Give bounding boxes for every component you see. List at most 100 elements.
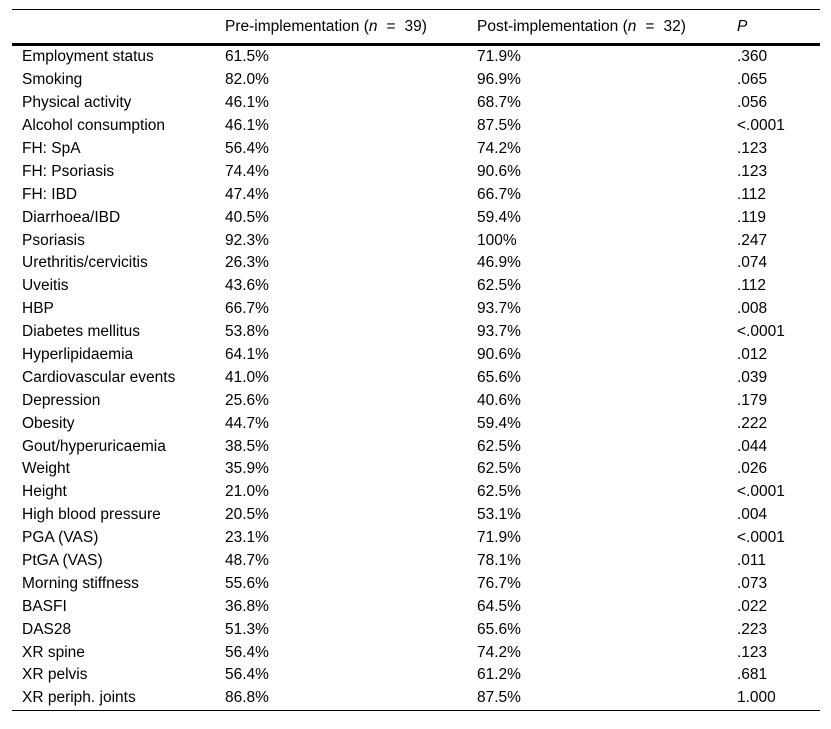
p-value-cell: .123 — [737, 162, 768, 180]
table-row: Obesity 44.7% 59.4% .222 — [12, 412, 820, 435]
pre-value-cell: 92.3% — [225, 231, 269, 249]
row-label-cell: Uveitis — [22, 277, 69, 295]
post-value-cell: 90.6% — [477, 162, 521, 180]
post-value-cell: 62.5% — [477, 483, 521, 501]
row-label-cell: XR periph. joints — [22, 689, 136, 707]
header-row: Pre-implementation (n = 39) Post-implement… — [12, 9, 820, 46]
header-post-count: 32 — [663, 17, 681, 35]
table-row: Alcohol consumption 46.1% 87.5% <.0001 — [12, 115, 820, 138]
table-row: Physical activity 46.1% 68.7% .056 — [12, 92, 820, 115]
pre-value-cell: 20.5% — [225, 506, 269, 524]
table-row: XR spine 56.4% 74.2% .123 — [12, 641, 820, 664]
pre-value-cell: 40.5% — [225, 208, 269, 226]
pre-value-cell: 46.1% — [225, 117, 269, 135]
post-value-cell: 62.5% — [477, 277, 521, 295]
header-post-prefix: Post-implementation ( — [477, 17, 628, 35]
post-value-cell: 74.2% — [477, 643, 521, 661]
post-value-cell: 65.6% — [477, 368, 521, 386]
table-row: Psoriasis 92.3% 100% .247 — [12, 229, 820, 252]
row-label-cell: Alcohol consumption — [22, 117, 166, 135]
post-value-cell: 65.6% — [477, 620, 521, 638]
post-value-cell: 93.7% — [477, 300, 521, 318]
row-label-cell: Physical activity — [22, 94, 132, 112]
paper-table-container: Pre-implementation (n = 39) Post-implement… — [12, 9, 820, 711]
p-value-cell: <.0001 — [737, 323, 785, 341]
p-value-cell: .123 — [737, 643, 768, 661]
p-value-cell: .056 — [737, 94, 768, 112]
table-row: PGA (VAS) 23.1% 71.9% <.0001 — [12, 527, 820, 550]
row-label-cell: Height — [22, 483, 67, 501]
table-row: Uveitis 43.6% 62.5% .112 — [12, 275, 820, 298]
row-label-cell: PtGA (VAS) — [22, 552, 103, 570]
post-value-cell: 62.5% — [477, 437, 521, 455]
row-label-cell: XR spine — [22, 643, 85, 661]
pre-value-cell: 41.0% — [225, 368, 269, 386]
header-pre-equals: = — [386, 17, 396, 35]
row-label-cell: Diabetes mellitus — [22, 323, 141, 341]
p-value-cell: .074 — [737, 254, 768, 272]
post-value-cell: 74.2% — [477, 140, 521, 157]
p-value-cell: .044 — [737, 437, 768, 455]
post-value-cell: 64.5% — [477, 597, 521, 615]
post-value-cell: 61.2% — [477, 666, 521, 684]
pre-value-cell: 23.1% — [225, 529, 269, 547]
p-value-cell: .012 — [737, 346, 768, 364]
row-label-cell: Gout/hyperuricaemia — [22, 437, 166, 455]
pre-value-cell: 61.5% — [225, 48, 269, 66]
pre-value-cell: 38.5% — [225, 437, 269, 455]
pre-value-cell: 66.7% — [225, 300, 269, 318]
post-value-cell: 93.7% — [477, 323, 521, 341]
table-row: Hyperlipidaemia 64.1% 90.6% .012 — [12, 344, 820, 367]
p-value-cell: 1.000 — [737, 689, 776, 707]
row-label-cell: XR pelvis — [22, 666, 88, 684]
post-value-cell: 71.9% — [477, 48, 521, 66]
table-row: XR periph. joints 86.8% 87.5% 1.000 — [12, 687, 820, 710]
pre-value-cell: 56.4% — [225, 643, 269, 661]
column-header-pre: Pre-implementation (n = 39) — [225, 9, 477, 46]
pre-value-cell: 48.7% — [225, 552, 269, 570]
header-pre-count: 39 — [404, 17, 422, 35]
post-value-cell: 78.1% — [477, 552, 521, 570]
p-value-cell: <.0001 — [737, 117, 785, 135]
paper-table: Pre-implementation (n = 39) Post-implement… — [12, 9, 820, 711]
post-value-cell: 71.9% — [477, 529, 521, 547]
row-label-cell: Smoking — [22, 71, 83, 89]
column-header-empty — [12, 9, 225, 46]
post-value-cell: 76.7% — [477, 574, 521, 592]
table-row: Diarrhoea/IBD 40.5% 59.4% .119 — [12, 206, 820, 229]
pre-value-cell: 74.4% — [225, 162, 269, 180]
p-value-cell: .360 — [737, 48, 768, 66]
row-label-cell: Obesity — [22, 414, 75, 432]
post-value-cell: 90.6% — [477, 346, 521, 364]
table-row: Cardiovascular events 41.0% 65.6% .039 — [12, 366, 820, 389]
row-label-cell: Urethritis/cervicitis — [22, 254, 148, 272]
row-label-cell: High blood pressure — [22, 506, 161, 524]
table-row: Employment status 61.5% 71.9% .360 — [12, 45, 820, 69]
p-value-cell: .011 — [737, 552, 767, 570]
post-value-cell: 40.6% — [477, 391, 521, 409]
p-value-cell: .112 — [737, 277, 767, 295]
row-label-cell: Hyperlipidaemia — [22, 346, 134, 364]
p-value-cell: <.0001 — [737, 529, 785, 547]
table-row: Smoking 82.0% 96.9% .065 — [12, 69, 820, 92]
post-value-cell: 62.5% — [477, 460, 521, 478]
p-value-cell: .004 — [737, 506, 768, 524]
post-value-cell: 46.9% — [477, 254, 521, 272]
p-value-cell: .026 — [737, 460, 768, 478]
pre-value-cell: 35.9% — [225, 460, 269, 478]
p-value-cell: .119 — [737, 208, 767, 226]
table-row: Gout/hyperuricaemia 38.5% 62.5% .044 — [12, 435, 820, 458]
header-post-paren: ) — [680, 17, 686, 35]
table-row: PtGA (VAS) 48.7% 78.1% .011 — [12, 550, 820, 573]
pre-value-cell: 53.8% — [225, 323, 269, 341]
table-row: High blood pressure 20.5% 53.1% .004 — [12, 504, 820, 527]
table-row: Diabetes mellitus 53.8% 93.7% <.0001 — [12, 321, 820, 344]
p-value-cell: .008 — [737, 300, 768, 318]
pre-value-cell: 26.3% — [225, 254, 269, 272]
table-row: Morning stiffness 55.6% 76.7% .073 — [12, 572, 820, 595]
header-pre-prefix: Pre-implementation ( — [225, 17, 369, 35]
post-value-cell: 87.5% — [477, 117, 521, 135]
row-label-cell: BASFI — [22, 597, 67, 615]
p-value-cell: .112 — [737, 185, 767, 203]
table-row: Weight 35.9% 62.5% .026 — [12, 458, 820, 481]
